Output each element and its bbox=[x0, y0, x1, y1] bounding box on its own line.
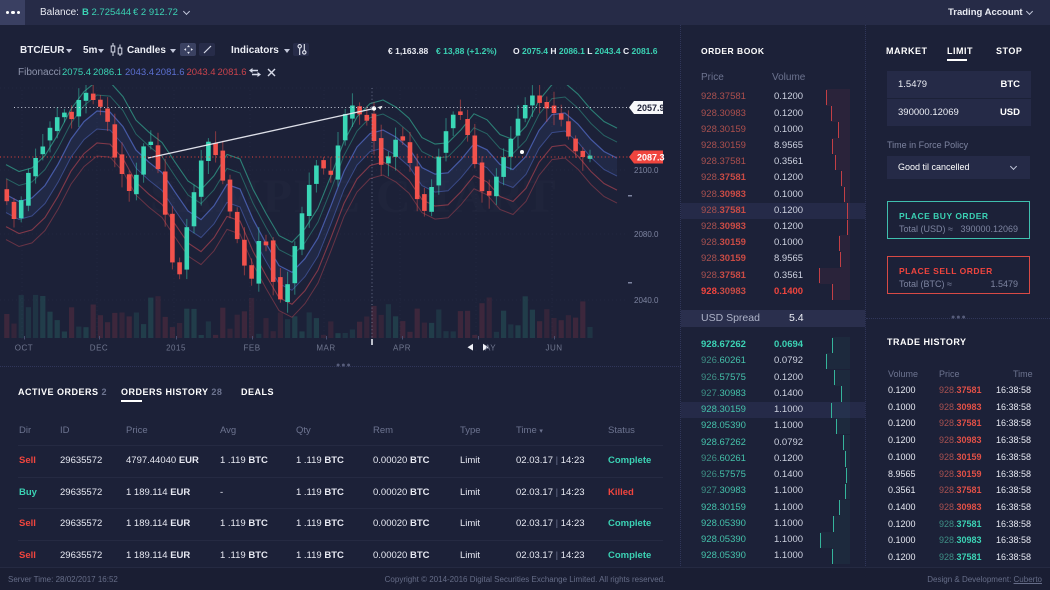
svg-text:2015: 2015 bbox=[166, 344, 186, 353]
svg-text:DEC: DEC bbox=[90, 344, 108, 353]
svg-text:APR: APR bbox=[393, 344, 411, 353]
svg-text:OCT: OCT bbox=[15, 344, 33, 353]
svg-text:FEB: FEB bbox=[243, 344, 260, 353]
svg-text:2100.0: 2100.0 bbox=[634, 166, 659, 175]
svg-text:2040.0: 2040.0 bbox=[634, 296, 659, 305]
svg-text:2057.9: 2057.9 bbox=[637, 103, 665, 113]
svg-text:2080.0: 2080.0 bbox=[634, 230, 659, 239]
svg-text:AY: AY bbox=[485, 344, 496, 353]
svg-text:MAR: MAR bbox=[316, 344, 335, 353]
svg-text:2087.3: 2087.3 bbox=[637, 153, 665, 163]
svg-text:JUN: JUN bbox=[545, 344, 562, 353]
